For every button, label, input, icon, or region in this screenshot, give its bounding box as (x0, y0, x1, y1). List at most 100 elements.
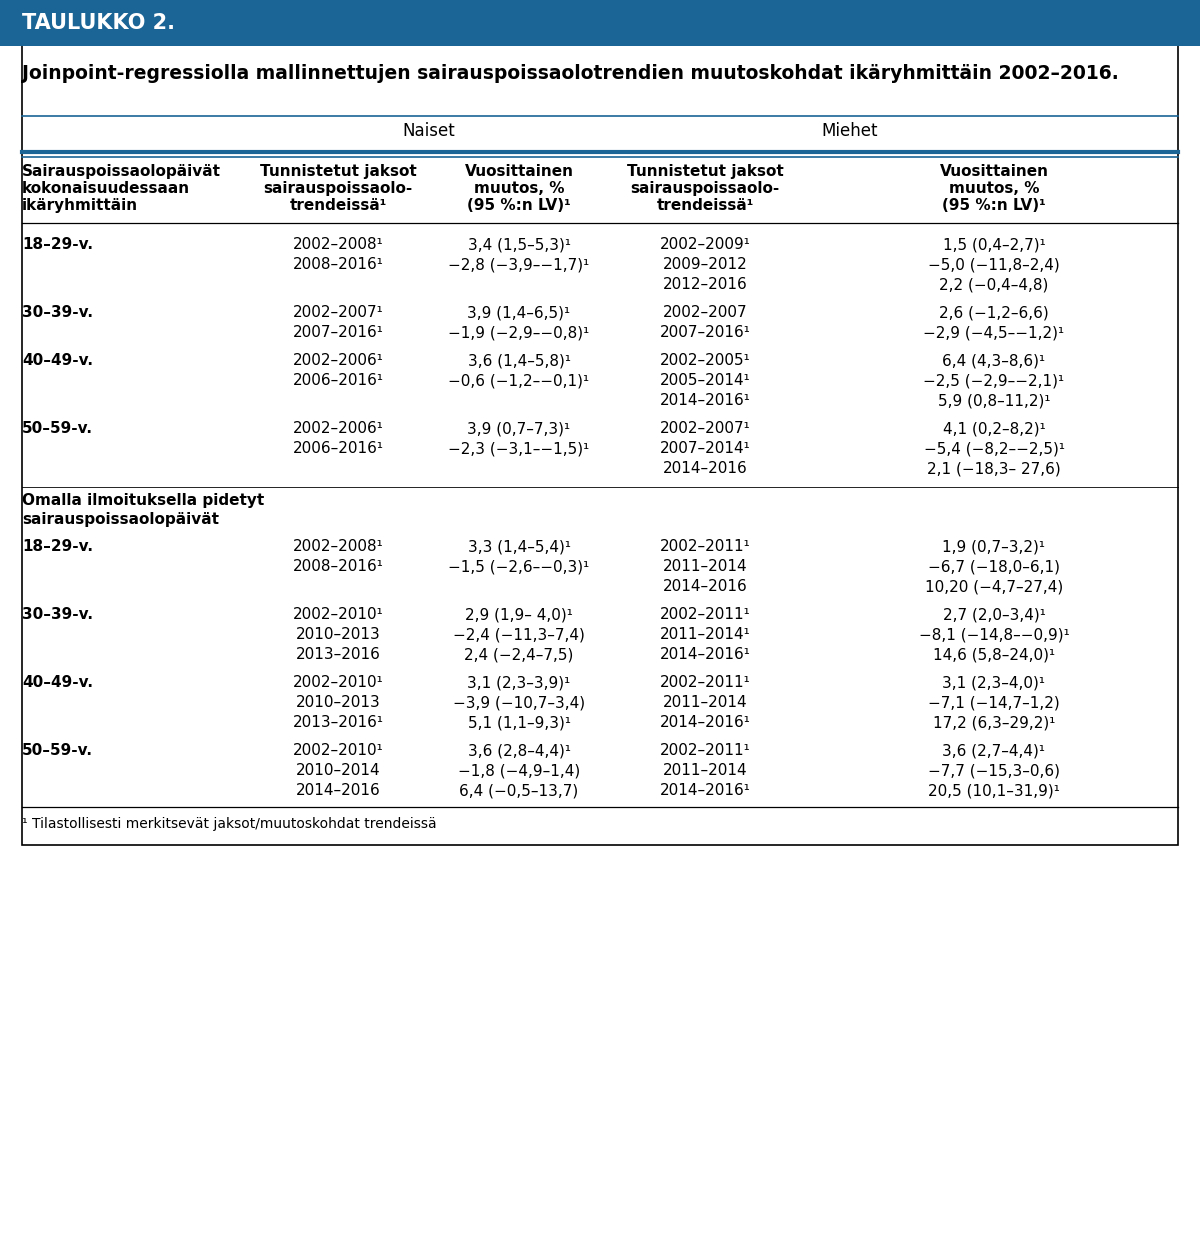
Text: 2002–2006¹: 2002–2006¹ (293, 421, 384, 436)
Text: 2002–2010¹: 2002–2010¹ (293, 607, 383, 622)
Text: 2013–2016: 2013–2016 (295, 646, 380, 661)
Text: Joinpoint-regressiolla mallinnettujen sairauspoissaolotrendien muutoskohdat ikär: Joinpoint-regressiolla mallinnettujen sa… (22, 64, 1118, 84)
Text: 30–39-v.: 30–39-v. (22, 305, 94, 319)
Text: 2011–2014: 2011–2014 (662, 695, 748, 710)
Text: 17,2 (6,3–29,2)¹: 17,2 (6,3–29,2)¹ (932, 715, 1055, 730)
Text: 2014–2016¹: 2014–2016¹ (660, 646, 750, 661)
Text: 3,1 (2,3–3,9)¹: 3,1 (2,3–3,9)¹ (467, 675, 571, 690)
Text: −1,8 (−4,9–1,4): −1,8 (−4,9–1,4) (458, 763, 580, 778)
Text: −6,7 (−18,0–6,1): −6,7 (−18,0–6,1) (928, 559, 1060, 574)
Text: 2010–2013: 2010–2013 (295, 695, 380, 710)
Text: −3,9 (−10,7–3,4): −3,9 (−10,7–3,4) (452, 695, 586, 710)
Text: −2,5 (−2,9–−2,1)¹: −2,5 (−2,9–−2,1)¹ (924, 373, 1064, 388)
Text: 10,20 (−4,7–27,4): 10,20 (−4,7–27,4) (925, 579, 1063, 594)
Text: 18–29-v.: 18–29-v. (22, 539, 94, 554)
Text: 2007–2016¹: 2007–2016¹ (660, 324, 750, 339)
Text: trendeissä¹: trendeissä¹ (656, 198, 754, 213)
Text: 2002–2007¹: 2002–2007¹ (293, 305, 383, 319)
Text: (95 %:n LV)¹: (95 %:n LV)¹ (942, 198, 1046, 213)
Text: 1,5 (0,4–2,7)¹: 1,5 (0,4–2,7)¹ (943, 237, 1045, 252)
Text: 2014–2016¹: 2014–2016¹ (660, 782, 750, 797)
Text: 2008–2016¹: 2008–2016¹ (293, 257, 384, 272)
Text: Sairauspoissaolopäivät: Sairauspoissaolopäivät (22, 163, 221, 178)
Text: 2,6 (−1,2–6,6): 2,6 (−1,2–6,6) (940, 305, 1049, 319)
Text: 2002–2010¹: 2002–2010¹ (293, 675, 383, 690)
Text: 2011–2014¹: 2011–2014¹ (660, 626, 750, 641)
Text: 3,9 (0,7–7,3)¹: 3,9 (0,7–7,3)¹ (468, 421, 570, 436)
Text: −2,8 (−3,9–−1,7)¹: −2,8 (−3,9–−1,7)¹ (449, 257, 589, 272)
Text: 2006–2016¹: 2006–2016¹ (293, 373, 384, 388)
Text: muutos, %: muutos, % (949, 181, 1039, 196)
Text: 3,9 (1,4–6,5)¹: 3,9 (1,4–6,5)¹ (468, 305, 570, 319)
Text: −2,4 (−11,3–7,4): −2,4 (−11,3–7,4) (454, 626, 584, 641)
Text: 2002–2008¹: 2002–2008¹ (293, 237, 383, 252)
Text: TAULUKKO 2.: TAULUKKO 2. (22, 12, 175, 32)
Text: 2002–2011¹: 2002–2011¹ (660, 675, 750, 690)
Text: 3,6 (2,7–4,4)¹: 3,6 (2,7–4,4)¹ (942, 743, 1045, 758)
Text: −0,6 (−1,2–−0,1)¹: −0,6 (−1,2–−0,1)¹ (449, 373, 589, 388)
Text: Vuosittainen: Vuosittainen (464, 163, 574, 178)
Text: 3,6 (1,4–5,8)¹: 3,6 (1,4–5,8)¹ (468, 353, 570, 368)
Text: 2,7 (2,0–3,4)¹: 2,7 (2,0–3,4)¹ (942, 607, 1045, 622)
Text: ikäryhmittäin: ikäryhmittäin (22, 198, 138, 213)
Text: 2007–2016¹: 2007–2016¹ (293, 324, 384, 339)
Text: Tunnistetut jaksot: Tunnistetut jaksot (259, 163, 416, 178)
Text: 3,6 (2,8–4,4)¹: 3,6 (2,8–4,4)¹ (468, 743, 570, 758)
Text: −1,9 (−2,9–−0,8)¹: −1,9 (−2,9–−0,8)¹ (449, 324, 589, 339)
Text: 3,1 (2,3–4,0)¹: 3,1 (2,3–4,0)¹ (942, 675, 1045, 690)
Text: −2,9 (−4,5–−1,2)¹: −2,9 (−4,5–−1,2)¹ (924, 324, 1064, 339)
Text: 2,1 (−18,3– 27,6): 2,1 (−18,3– 27,6) (928, 461, 1061, 475)
Text: −8,1 (−14,8–−0,9)¹: −8,1 (−14,8–−0,9)¹ (919, 626, 1069, 641)
Text: −7,1 (−14,7–1,2): −7,1 (−14,7–1,2) (928, 695, 1060, 710)
Text: 2009–2012: 2009–2012 (662, 257, 748, 272)
Text: 4,1 (0,2–8,2)¹: 4,1 (0,2–8,2)¹ (943, 421, 1045, 436)
Text: 2011–2014: 2011–2014 (662, 763, 748, 778)
Text: 2,9 (1,9– 4,0)¹: 2,9 (1,9– 4,0)¹ (466, 607, 572, 622)
Text: 2014–2016¹: 2014–2016¹ (660, 715, 750, 730)
Text: 2008–2016¹: 2008–2016¹ (293, 559, 384, 574)
Text: Vuosittainen: Vuosittainen (940, 163, 1049, 178)
Text: 2014–2016: 2014–2016 (295, 782, 380, 797)
Text: −5,0 (−11,8–2,4): −5,0 (−11,8–2,4) (928, 257, 1060, 272)
Text: 2002–2011¹: 2002–2011¹ (660, 539, 750, 554)
Text: 2014–2016¹: 2014–2016¹ (660, 393, 750, 408)
Text: 2002–2008¹: 2002–2008¹ (293, 539, 383, 554)
Text: 2013–2016¹: 2013–2016¹ (293, 715, 384, 730)
Text: 2010–2013: 2010–2013 (295, 626, 380, 641)
Bar (0, 0, 1200, 46)
Text: 2014–2016: 2014–2016 (662, 461, 748, 475)
Text: 5,1 (1,1–9,3)¹: 5,1 (1,1–9,3)¹ (468, 715, 570, 730)
Text: 40–49-v.: 40–49-v. (22, 353, 94, 368)
Text: 50–59-v.: 50–59-v. (22, 743, 94, 758)
Bar (22, 0, 1178, 845)
Text: −5,4 (−8,2–−2,5)¹: −5,4 (−8,2–−2,5)¹ (924, 441, 1064, 456)
Text: kokonaisuudessaan: kokonaisuudessaan (22, 181, 190, 196)
Text: 2006–2016¹: 2006–2016¹ (293, 441, 384, 456)
Text: 2012–2016: 2012–2016 (662, 277, 748, 292)
Text: 2002–2011¹: 2002–2011¹ (660, 743, 750, 758)
Text: −2,3 (−3,1–−1,5)¹: −2,3 (−3,1–−1,5)¹ (449, 441, 589, 456)
Text: 40–49-v.: 40–49-v. (22, 675, 94, 690)
Text: 2,4 (−2,4–7,5): 2,4 (−2,4–7,5) (464, 646, 574, 661)
Text: 5,9 (0,8–11,2)¹: 5,9 (0,8–11,2)¹ (937, 393, 1050, 408)
Text: 3,3 (1,4–5,4)¹: 3,3 (1,4–5,4)¹ (468, 539, 570, 554)
Text: 2002–2010¹: 2002–2010¹ (293, 743, 383, 758)
Text: −7,7 (−15,3–0,6): −7,7 (−15,3–0,6) (928, 763, 1060, 778)
Text: 3,4 (1,5–5,3)¹: 3,4 (1,5–5,3)¹ (468, 237, 570, 252)
Text: muutos, %: muutos, % (474, 181, 564, 196)
Text: 2002–2007: 2002–2007 (662, 305, 748, 319)
Text: 6,4 (−0,5–13,7): 6,4 (−0,5–13,7) (460, 782, 578, 797)
Text: 2014–2016: 2014–2016 (662, 579, 748, 594)
Text: Omalla ilmoituksella pidetyt: Omalla ilmoituksella pidetyt (22, 493, 264, 508)
Text: 2005–2014¹: 2005–2014¹ (660, 373, 750, 388)
Text: sairauspoissaolopäivät: sairauspoissaolopäivät (22, 512, 220, 527)
Text: 30–39-v.: 30–39-v. (22, 607, 94, 622)
Text: 1,9 (0,7–3,2)¹: 1,9 (0,7–3,2)¹ (942, 539, 1045, 554)
Text: 6,4 (4,3–8,6)¹: 6,4 (4,3–8,6)¹ (942, 353, 1045, 368)
Text: 2002–2009¹: 2002–2009¹ (660, 237, 750, 252)
Text: 14,6 (5,8–24,0)¹: 14,6 (5,8–24,0)¹ (932, 646, 1055, 661)
Text: 2007–2014¹: 2007–2014¹ (660, 441, 750, 456)
Text: Naiset: Naiset (402, 122, 455, 140)
Text: 2010–2014: 2010–2014 (295, 763, 380, 778)
Text: 2,2 (−0,4–4,8): 2,2 (−0,4–4,8) (940, 277, 1049, 292)
